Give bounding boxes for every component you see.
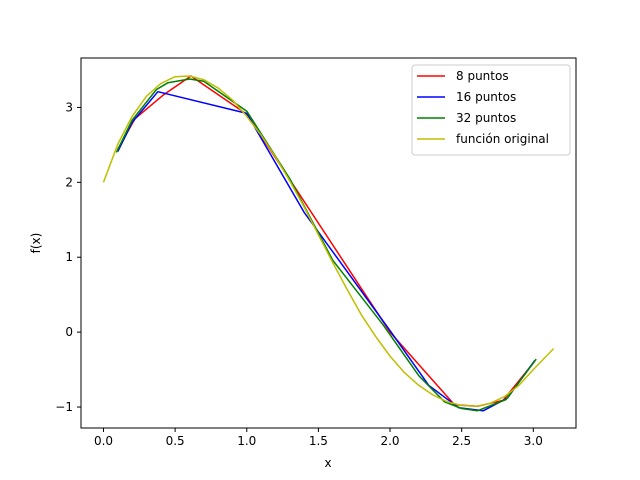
x-axis-ticks: 0.0 0.5 1.0 1.5 2.0 2.5 3.0 bbox=[94, 428, 543, 448]
y-tick-label: −1 bbox=[55, 400, 73, 414]
series-line-3 bbox=[102, 75, 555, 408]
x-tick-label: 3.0 bbox=[524, 434, 543, 448]
legend-label: 8 puntos bbox=[456, 69, 509, 83]
x-axis-label: x bbox=[324, 456, 331, 470]
x-tick-label: 1.5 bbox=[309, 434, 328, 448]
y-tick-label: 3 bbox=[65, 100, 73, 114]
legend-label: 16 puntos bbox=[456, 90, 516, 104]
y-tick-label: 1 bbox=[65, 250, 73, 264]
x-tick-label: 1.0 bbox=[237, 434, 256, 448]
legend-box bbox=[411, 64, 571, 156]
series-lines bbox=[102, 75, 555, 412]
x-tick-label: 2.5 bbox=[452, 434, 471, 448]
y-tick-label: 0 bbox=[65, 325, 73, 339]
axes-frame bbox=[80, 57, 577, 429]
y-axis-label: f(x) bbox=[29, 233, 43, 254]
x-tick-label: 0.5 bbox=[166, 434, 185, 448]
series-line-1 bbox=[117, 90, 536, 412]
legend-label: 32 puntos bbox=[456, 111, 516, 125]
y-tick-label: 2 bbox=[65, 175, 73, 189]
x-tick-label: 0.0 bbox=[94, 434, 113, 448]
legend: 8 puntos 16 puntos 32 puntos función origin… bbox=[411, 64, 571, 156]
x-tick-label: 2.0 bbox=[380, 434, 399, 448]
y-axis-ticks: −1 0 1 2 3 bbox=[55, 100, 81, 414]
legend-label: función original bbox=[456, 132, 549, 146]
